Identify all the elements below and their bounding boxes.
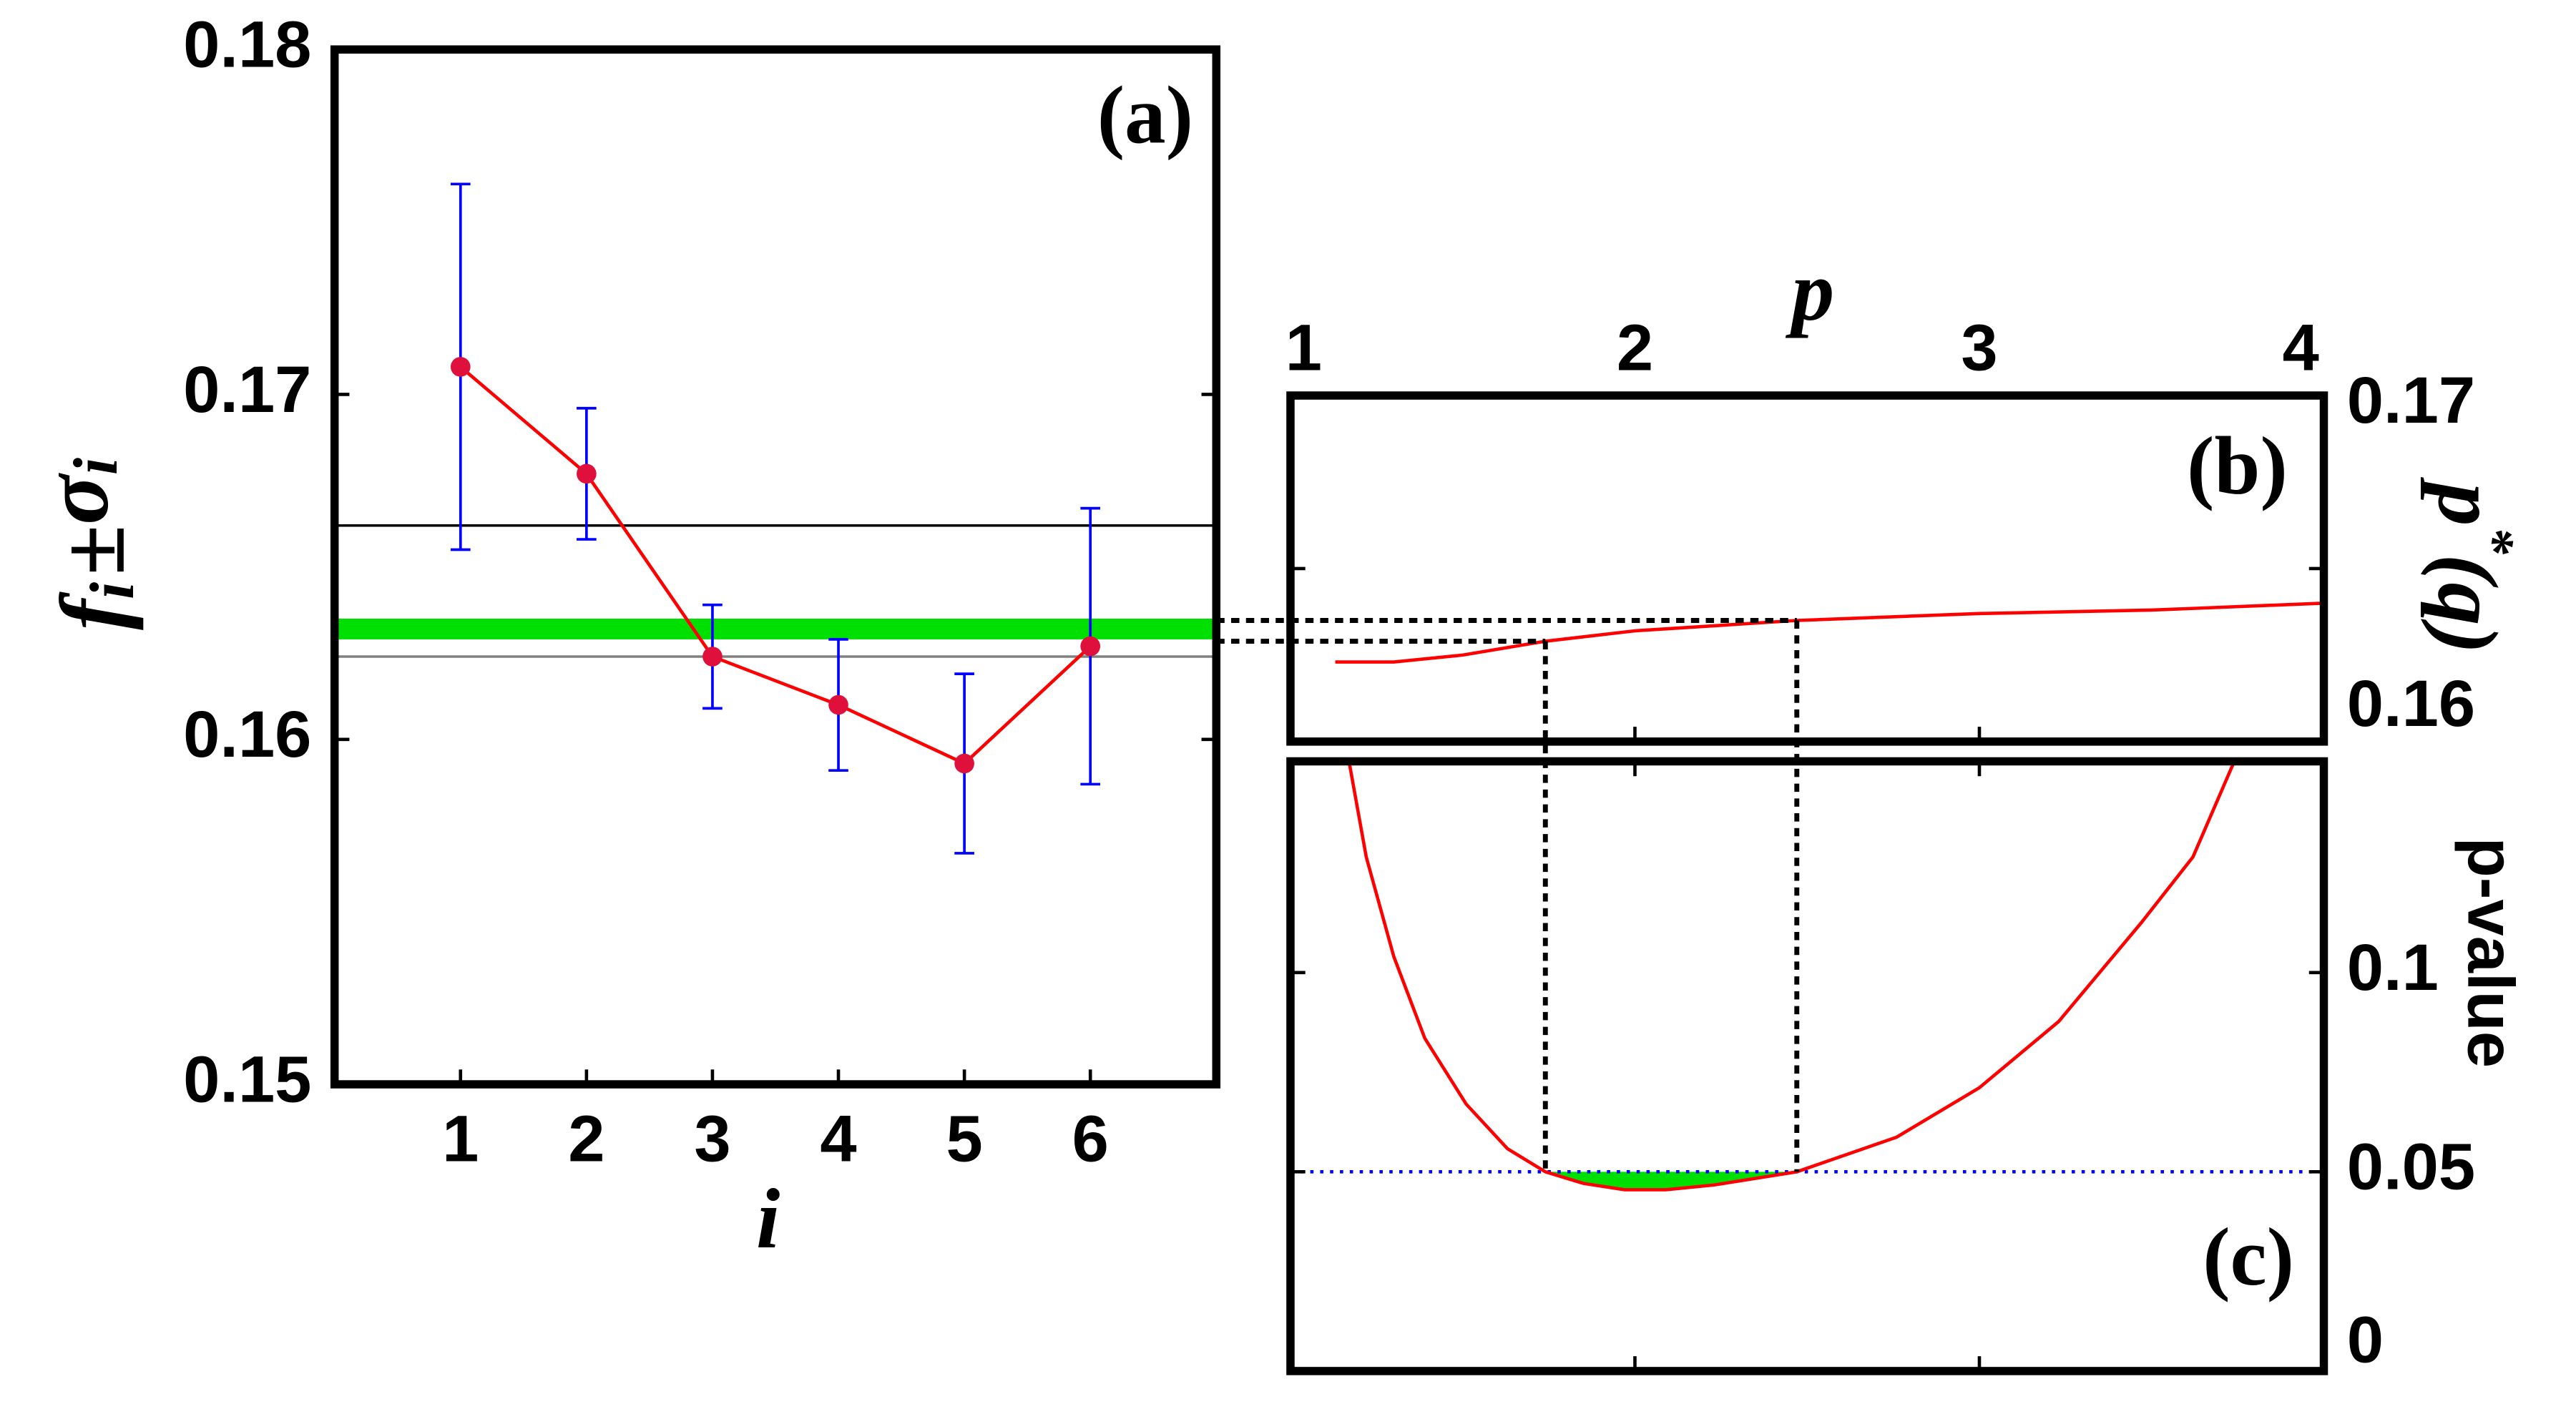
y-axis-label: fi±σi <box>24 458 147 630</box>
x-tick-label: 6 <box>1072 1101 1109 1175</box>
y-axis-label-part: σ <box>24 473 127 525</box>
x-tick-label: 5 <box>946 1101 982 1175</box>
y-tick-label: 0.17 <box>183 353 311 426</box>
data-point <box>828 694 848 715</box>
y-tick-label: 0.16 <box>2347 667 2475 740</box>
x-tick-label: 4 <box>2283 310 2319 384</box>
data-line <box>1335 602 2324 664</box>
y-tick-label: 0.15 <box>183 1042 311 1116</box>
data-point <box>1080 636 1101 657</box>
x-tick-label: 4 <box>820 1101 856 1175</box>
data-point <box>954 753 974 774</box>
x-tick-label: 3 <box>1961 310 1997 384</box>
frame <box>1286 757 2328 1375</box>
y-axis-label: p*(q) <box>2421 477 2526 654</box>
panel-label: (b) <box>2187 420 2288 511</box>
data-point <box>577 463 597 484</box>
y-axis-label: p-value <box>2454 837 2527 1068</box>
band <box>334 618 1217 639</box>
panel-label: (c) <box>2203 1211 2294 1302</box>
y-axis-label-part: * <box>2464 526 2526 554</box>
y-axis-label-part: i <box>77 582 147 599</box>
y-axis-label-part: ± <box>41 525 143 576</box>
panel-label: (a) <box>1097 69 1193 160</box>
frame <box>330 45 1221 1089</box>
data-line <box>1347 760 2236 1192</box>
y-tick-label: 0.17 <box>2347 363 2475 437</box>
x-tick-label: 1 <box>1285 310 1322 384</box>
y-tick-label: 0.05 <box>2347 1130 2475 1204</box>
y-axis-label-part: p <box>2421 477 2516 526</box>
x-tick-label: 1 <box>442 1101 479 1175</box>
x-axis-label: i <box>756 1171 780 1266</box>
y-axis-label-part: i <box>61 458 130 475</box>
y-tick-label: 0.18 <box>183 8 311 82</box>
y-axis-label-part: (q) <box>2421 554 2516 654</box>
x-tick-label: 2 <box>1617 310 1653 384</box>
x-tick-label: 3 <box>694 1101 730 1175</box>
data-line <box>459 365 1092 766</box>
data-point <box>702 647 723 667</box>
data-point <box>450 357 471 377</box>
frame <box>1286 391 2328 746</box>
x-tick-label: 2 <box>568 1101 604 1175</box>
y-tick-label: 0 <box>2347 1302 2384 1376</box>
y-axis-label-part: p-value <box>2454 837 2527 1068</box>
x-axis-label: p <box>1785 243 1834 338</box>
y-tick-label: 0.1 <box>2347 931 2439 1004</box>
y-tick-label: 0.16 <box>183 697 311 771</box>
accepted-region <box>1545 1172 1797 1190</box>
